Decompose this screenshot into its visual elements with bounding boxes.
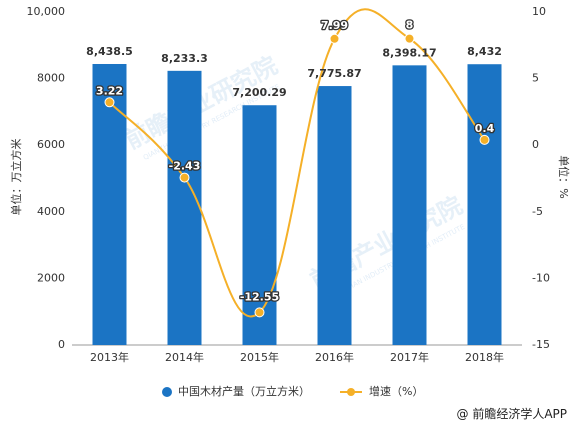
- growth-point: [404, 33, 415, 44]
- x-tick-label: 2015年: [240, 350, 279, 364]
- bar-value-label: 8,233.3: [161, 52, 208, 65]
- bar: [317, 86, 352, 345]
- bar-value-label: 8,432: [467, 45, 502, 58]
- y-tick-label: 2000: [37, 271, 65, 284]
- x-tick-label: 2018年: [465, 350, 504, 364]
- growth-value-label: 0.4: [475, 122, 495, 135]
- bar-value-label: 8,398.17: [382, 46, 436, 59]
- growth-value-label: 8: [406, 19, 414, 32]
- bar: [92, 63, 127, 345]
- y-tick-label: 6000: [37, 138, 65, 151]
- tick-labels: 0 2000 4000 6000 8000 10,000 -15 -10 -5 0 5 10 2013年…: [27, 5, 550, 364]
- legend-bar-marker: [162, 387, 172, 397]
- x-tick-label: 2017年: [390, 350, 429, 364]
- y2-tick-label: -15: [532, 338, 550, 351]
- growth-line-layer: [104, 8, 490, 318]
- source-note: @ 前瞻经济学人APP: [457, 406, 568, 421]
- growth-point: [254, 307, 265, 318]
- bars: [92, 63, 502, 345]
- data-labels: 8,438.5 8,233.3 7,200.29 7,775.87 8,398.17 8,…: [86, 17, 502, 304]
- legend-line-label: 增速（%）: [369, 384, 423, 398]
- growth-value-label: -2.43: [169, 160, 201, 173]
- legend-line-dot: [347, 388, 355, 396]
- y-tick-label: 8000: [37, 72, 65, 85]
- legend-bar-label: 中国木材产量（万立方米）: [178, 384, 310, 398]
- x-tick-label: 2016年: [315, 350, 354, 364]
- growth-value-label: 7.99: [321, 19, 348, 32]
- y2-tick-label: -10: [532, 271, 550, 284]
- growth-point: [329, 33, 340, 44]
- growth-point: [479, 134, 490, 145]
- y-tick-label: 10,000: [27, 5, 66, 18]
- y2-tick-label: 10: [532, 5, 546, 18]
- y2-tick-label: 0: [532, 138, 539, 151]
- legend: 中国木材产量（万立方米） 增速（%）: [162, 384, 423, 398]
- bar: [167, 70, 202, 345]
- y-tick-label: 0: [58, 338, 65, 351]
- x-tick-label: 2013年: [90, 350, 129, 364]
- bar-value-label: 7,200.29: [232, 86, 286, 99]
- bar: [467, 64, 502, 345]
- bar: [392, 65, 427, 345]
- y-tick-label: 4000: [37, 205, 65, 218]
- growth-point: [104, 97, 115, 108]
- y2-tick-label: -5: [532, 205, 543, 218]
- x-tick-label: 2014年: [165, 350, 204, 364]
- growth-value-label: -12.55: [240, 290, 279, 303]
- bar: [242, 105, 277, 345]
- y2-axis-title: 单位：%: [557, 155, 571, 198]
- growth-point: [179, 172, 190, 183]
- bar-value-label: 8,438.5: [86, 45, 133, 58]
- bar-value-label: 7,775.87: [307, 67, 361, 80]
- y-axis-title: 单位：万立方米: [9, 139, 23, 216]
- y2-tick-label: 5: [532, 72, 539, 85]
- growth-value-label: 3.22: [96, 84, 123, 97]
